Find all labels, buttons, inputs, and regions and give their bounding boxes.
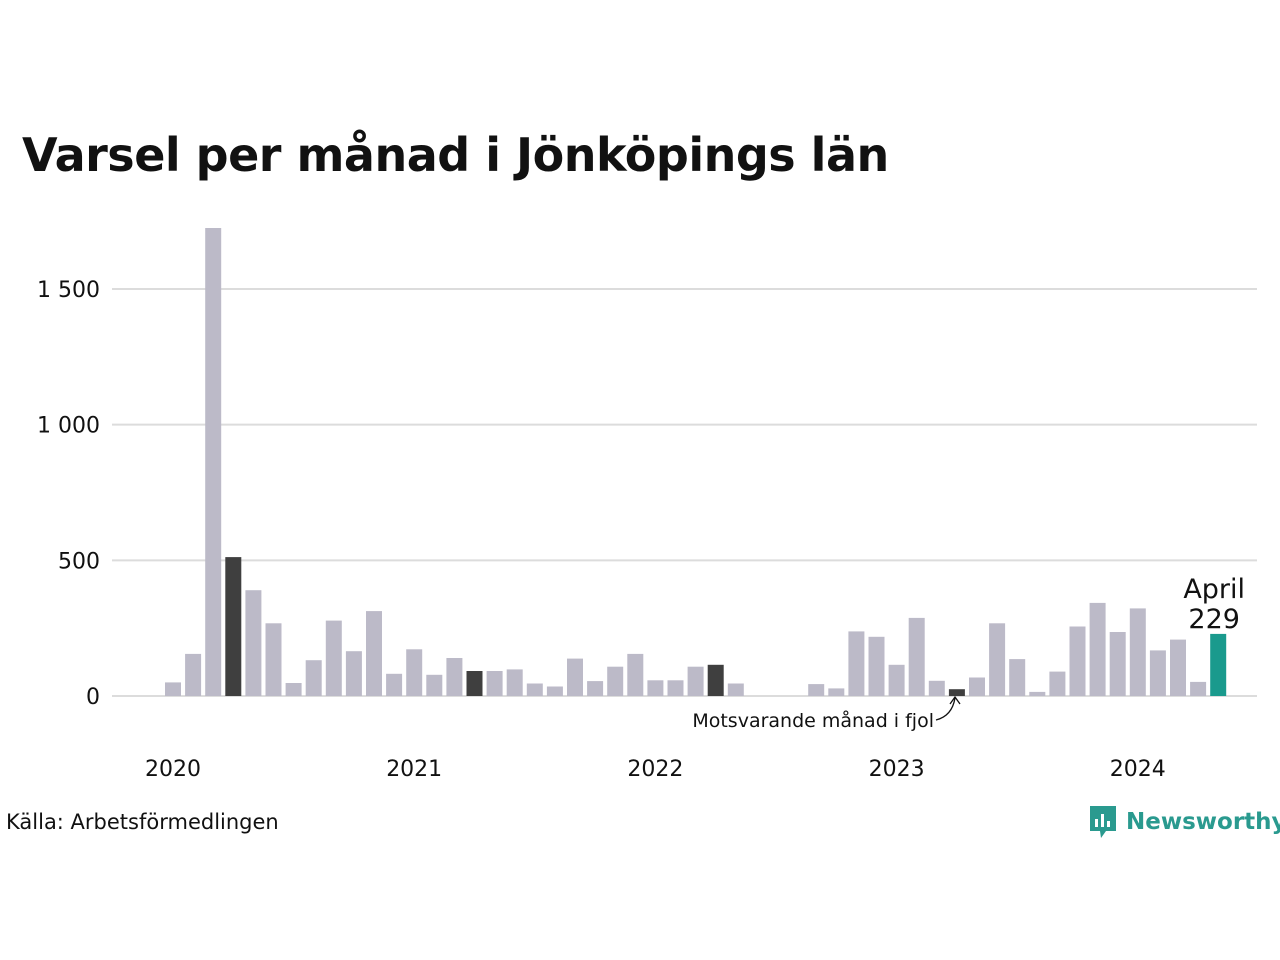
annotations: Motsvarande månad i fjol bbox=[692, 695, 961, 732]
highlight-month-label: April bbox=[1183, 574, 1245, 605]
bar-chart: 0 500 1 000 1 500 2020 2021 2022 2023 2024 Mots… bbox=[37, 228, 1257, 782]
x-tick-label: 2020 bbox=[145, 757, 201, 782]
bar bbox=[868, 636, 885, 696]
chart-title: Varsel per månad i Jönköpings län bbox=[22, 128, 889, 182]
bar bbox=[165, 682, 181, 696]
bar bbox=[1069, 626, 1086, 696]
bar bbox=[707, 664, 724, 696]
annotation-arrowhead bbox=[949, 695, 961, 705]
bar bbox=[265, 623, 282, 696]
bar bbox=[1149, 650, 1166, 696]
bar bbox=[506, 669, 523, 696]
bar bbox=[526, 683, 543, 696]
bar bbox=[828, 688, 845, 696]
bar bbox=[1049, 671, 1066, 696]
bar bbox=[1170, 639, 1186, 696]
bar bbox=[888, 664, 905, 696]
bar bbox=[587, 681, 604, 696]
bar bbox=[305, 660, 322, 696]
bar bbox=[185, 653, 202, 696]
bar bbox=[647, 680, 664, 696]
bar bbox=[989, 623, 1006, 696]
brand-name: Newsworthy bbox=[1126, 809, 1280, 835]
bars bbox=[165, 228, 1227, 696]
bar bbox=[426, 674, 443, 696]
bar bbox=[627, 653, 644, 696]
bar bbox=[727, 683, 744, 696]
bar bbox=[948, 689, 965, 696]
y-axis-ticks: 0 500 1 000 1 500 bbox=[37, 278, 100, 710]
bar bbox=[1089, 602, 1106, 696]
bar bbox=[366, 611, 382, 696]
bar bbox=[486, 671, 503, 696]
bar bbox=[667, 680, 684, 696]
bar bbox=[808, 684, 825, 696]
bar bbox=[969, 677, 985, 696]
bar bbox=[446, 658, 463, 696]
gridlines bbox=[112, 288, 1257, 697]
bar bbox=[325, 620, 342, 696]
y-tick-label: 1 500 bbox=[37, 278, 100, 303]
bar bbox=[687, 666, 704, 696]
bar bbox=[928, 680, 945, 696]
bar bbox=[466, 671, 483, 696]
bar bbox=[546, 686, 563, 696]
bar bbox=[205, 228, 222, 696]
bar bbox=[1109, 632, 1126, 696]
bar bbox=[285, 683, 302, 696]
x-tick-label: 2024 bbox=[1110, 757, 1166, 782]
highlight-value-label: 229 bbox=[1188, 604, 1240, 635]
x-tick-label: 2023 bbox=[869, 757, 925, 782]
bar bbox=[1210, 633, 1227, 696]
bar bbox=[345, 651, 362, 696]
x-tick-label: 2022 bbox=[627, 757, 683, 782]
bar bbox=[848, 631, 865, 696]
newsworthy-chart-icon bbox=[1090, 806, 1116, 838]
y-tick-label: 500 bbox=[58, 549, 100, 574]
x-tick-label: 2021 bbox=[386, 757, 442, 782]
brand-logo: Newsworthy bbox=[1088, 804, 1280, 840]
bar bbox=[1009, 659, 1026, 696]
highlight-labels: April 229 bbox=[1183, 574, 1245, 635]
x-axis-ticks: 2020 2021 2022 2023 2024 bbox=[145, 757, 1166, 782]
bar bbox=[908, 617, 925, 696]
bar bbox=[567, 658, 583, 696]
bar bbox=[607, 666, 624, 696]
bar bbox=[1129, 608, 1146, 696]
y-tick-label: 0 bbox=[86, 685, 100, 710]
annotation-arrow bbox=[935, 697, 956, 721]
bar bbox=[245, 590, 262, 696]
source-note: Källa: Arbetsförmedlingen bbox=[6, 810, 279, 834]
y-tick-label: 1 000 bbox=[37, 414, 100, 439]
bar bbox=[386, 673, 403, 696]
bar bbox=[406, 649, 423, 696]
bar bbox=[225, 557, 242, 696]
annotation-label: Motsvarande månad i fjol bbox=[692, 709, 934, 732]
bar bbox=[1029, 691, 1046, 696]
bar bbox=[1190, 681, 1207, 696]
